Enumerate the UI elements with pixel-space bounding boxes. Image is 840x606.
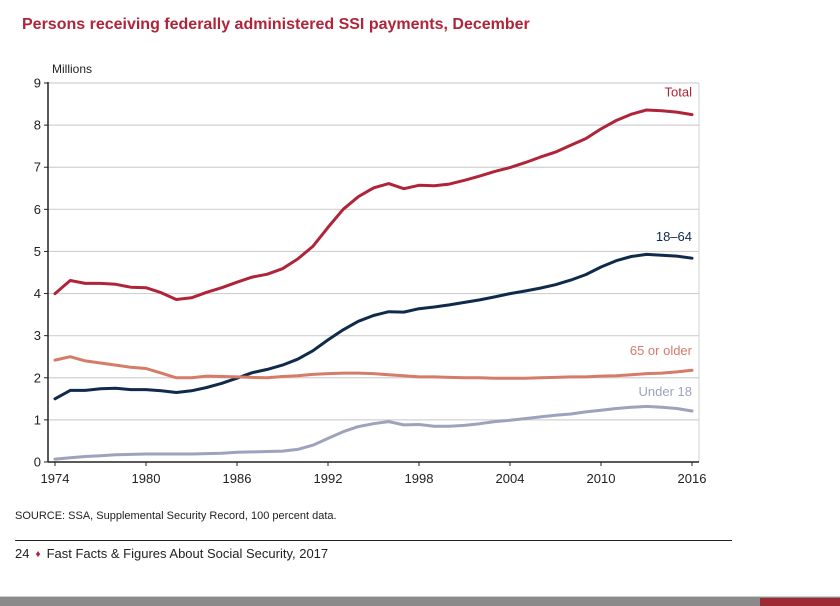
x-tick-label: 1992 — [314, 471, 343, 486]
line-chart: 1974 1980 1986 1992 1998 2004 2010 2016 0 1 2 3 4 5 6… — [34, 62, 707, 486]
series-line-65-or-older — [53, 355, 694, 380]
y-tick-label: 7 — [34, 160, 41, 175]
x-tick-label: 2004 — [496, 471, 525, 486]
x-tick-label: 1980 — [132, 471, 161, 486]
viewer-bottom-bar — [0, 596, 840, 606]
page-number: 24 — [15, 546, 30, 561]
y-tick-label: 2 — [34, 370, 41, 385]
x-axis-ticks: 1974 1980 1986 1992 1998 2004 2010 2016 — [41, 462, 707, 486]
series-label: Under 18 — [639, 384, 692, 399]
y-tick-label: 9 — [34, 76, 41, 91]
x-tick-label: 1974 — [41, 471, 70, 486]
series-label: 18–64 — [656, 229, 692, 244]
x-tick-label: 2010 — [587, 471, 616, 486]
y-tick-label: 8 — [34, 118, 41, 133]
y-tick-label: 1 — [34, 412, 41, 427]
y-tick-label: 4 — [34, 286, 41, 301]
gridlines — [48, 82, 700, 462]
y-axis-ticks: 0 1 2 3 4 5 6 7 8 9 — [34, 76, 48, 470]
series-labels: Total 18–64 65 or older Under 18 — [630, 85, 693, 399]
source-note: SOURCE: SSA, Supplemental Security Recor… — [15, 510, 337, 522]
series-label: 65 or older — [630, 343, 693, 358]
series-line-18-64 — [53, 252, 694, 401]
series-line-under-18 — [53, 404, 694, 461]
y-tick-label: 6 — [34, 202, 41, 217]
axes — [47, 82, 699, 463]
page-footer: 24 ♦ Fast Facts & Figures About Social Sec… — [15, 546, 328, 561]
footer-divider — [15, 540, 732, 541]
x-tick-label: 2016 — [678, 471, 707, 486]
x-tick-label: 1986 — [223, 471, 252, 486]
y-tick-label: 0 — [34, 455, 41, 470]
series-lines — [53, 108, 694, 461]
diamond-icon: ♦ — [35, 549, 41, 560]
series-line-total — [53, 108, 694, 301]
series-label: Total — [665, 85, 693, 100]
x-tick-label: 1998 — [405, 471, 434, 486]
publication-title: Fast Facts & Figures About Social Securi… — [46, 546, 329, 561]
y-axis-label: Millions — [52, 62, 92, 76]
y-tick-label: 5 — [34, 244, 41, 259]
chart-title: Persons receiving federally administered… — [22, 16, 530, 33]
y-tick-label: 3 — [34, 328, 41, 343]
bottom-bar-accent — [760, 598, 840, 606]
